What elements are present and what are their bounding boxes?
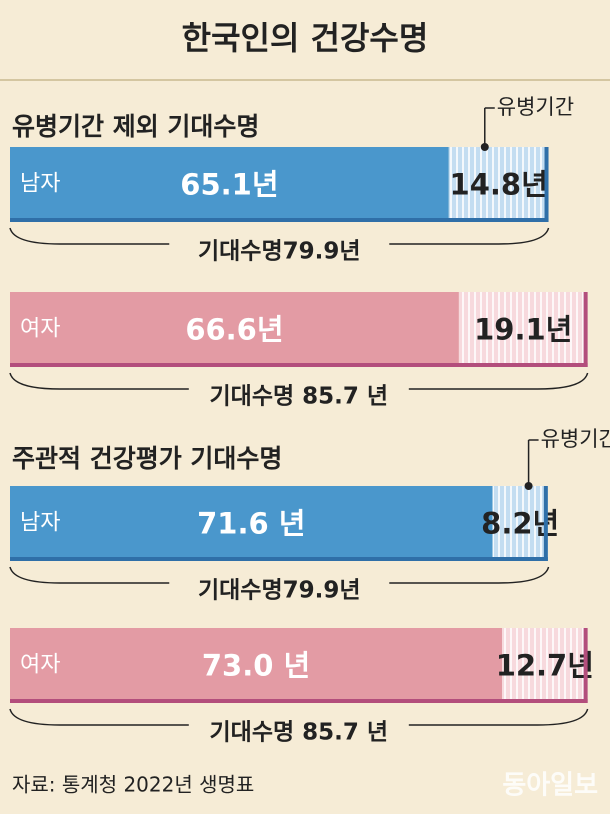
total-label-bg <box>188 721 409 733</box>
main-title: 한국인의 건강수명 <box>182 19 429 57</box>
leader-dot <box>480 143 489 151</box>
stripe-overlay <box>458 292 588 367</box>
disease-label: 12.7년 <box>496 649 594 683</box>
bar-segment <box>10 486 493 561</box>
stripe-overlay <box>502 628 588 703</box>
stripe-overlay <box>492 486 548 561</box>
bar-edge <box>583 628 588 703</box>
stripe-overlay <box>448 147 549 222</box>
category-label: 여자 <box>20 653 60 678</box>
source: 자료: 통계청 2022년 생명표 <box>12 773 254 797</box>
panel-title: 유병기간 제외 기대수명 <box>12 112 259 141</box>
total-label: 기대수명 85.7 년 <box>210 384 389 410</box>
bar-segment <box>10 628 503 703</box>
value-label: 65.1년 <box>180 168 278 202</box>
bar-edge <box>10 557 548 561</box>
category-label: 남자 <box>20 511 60 536</box>
value-label: 71.6 년 <box>197 507 305 541</box>
total-label: 기대수명79.9년 <box>198 239 361 265</box>
bar-edge <box>10 218 549 222</box>
value-label: 73.0 년 <box>202 649 310 683</box>
disease-label: 19.1년 <box>474 313 572 347</box>
bar-edge <box>10 363 588 367</box>
category-label: 남자 <box>20 172 60 197</box>
category-label: 여자 <box>20 317 60 342</box>
series-name: 유병기간 <box>541 427 610 451</box>
bar-segment <box>10 292 459 367</box>
bar-edge <box>583 292 588 367</box>
watermark: 동아일보 <box>502 771 598 801</box>
total-label: 기대수명 85.7 년 <box>210 720 389 746</box>
total-label-bg <box>169 240 390 252</box>
total-label-bg <box>188 385 409 397</box>
bar-edge <box>10 699 588 703</box>
total-label-bg <box>169 579 390 591</box>
panel-title: 주관적 건강평가 기대수명 <box>12 444 282 473</box>
bar-segment <box>10 147 449 222</box>
bar-edge <box>544 147 549 222</box>
leader-dot <box>524 482 533 490</box>
disease-label: 14.8년 <box>450 168 548 202</box>
series-name: 유병기간 <box>497 95 574 119</box>
bar-edge <box>543 486 548 561</box>
value-label: 66.6년 <box>185 313 283 347</box>
total-label: 기대수명79.9년 <box>198 578 361 604</box>
